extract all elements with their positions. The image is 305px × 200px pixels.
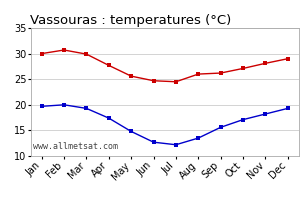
Text: www.allmetsat.com: www.allmetsat.com (33, 142, 118, 151)
Text: Vassouras : temperatures (°C): Vassouras : temperatures (°C) (30, 14, 232, 27)
